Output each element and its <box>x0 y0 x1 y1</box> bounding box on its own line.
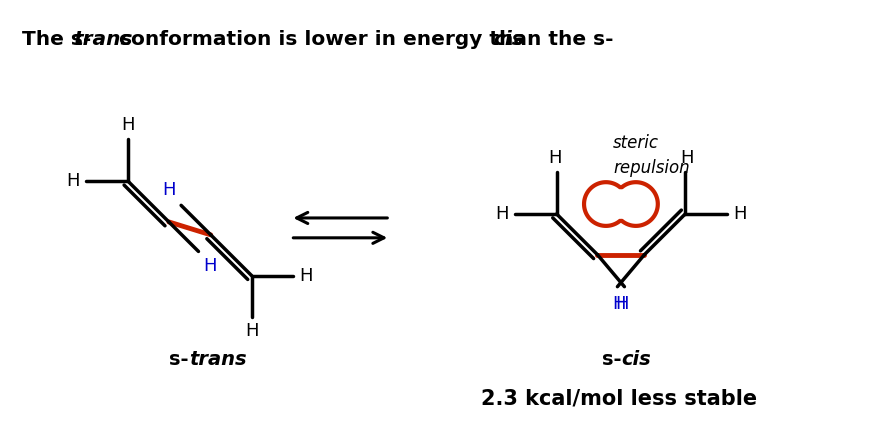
Text: trans: trans <box>73 30 132 49</box>
Text: cis: cis <box>493 30 524 49</box>
Text: steric
repulsion: steric repulsion <box>612 135 688 178</box>
Text: H: H <box>67 172 80 190</box>
Text: The s-: The s- <box>22 30 91 49</box>
Text: H: H <box>612 295 625 313</box>
Text: H: H <box>245 322 258 340</box>
Text: s-: s- <box>169 349 189 368</box>
Text: H: H <box>547 149 560 167</box>
Text: H: H <box>615 295 629 313</box>
Text: H: H <box>299 267 312 284</box>
Text: H: H <box>162 181 176 199</box>
Text: conformation is lower in energy than the s-: conformation is lower in energy than the… <box>111 30 612 49</box>
Text: s-: s- <box>602 349 621 368</box>
Text: H: H <box>732 205 745 223</box>
Text: H: H <box>680 149 693 167</box>
Text: 2.3 kcal/mol less stable: 2.3 kcal/mol less stable <box>481 389 757 409</box>
Text: H: H <box>121 116 134 135</box>
Text: trans: trans <box>189 349 246 368</box>
Text: H: H <box>203 257 217 276</box>
Text: cis: cis <box>621 349 651 368</box>
Text: H: H <box>495 205 508 223</box>
